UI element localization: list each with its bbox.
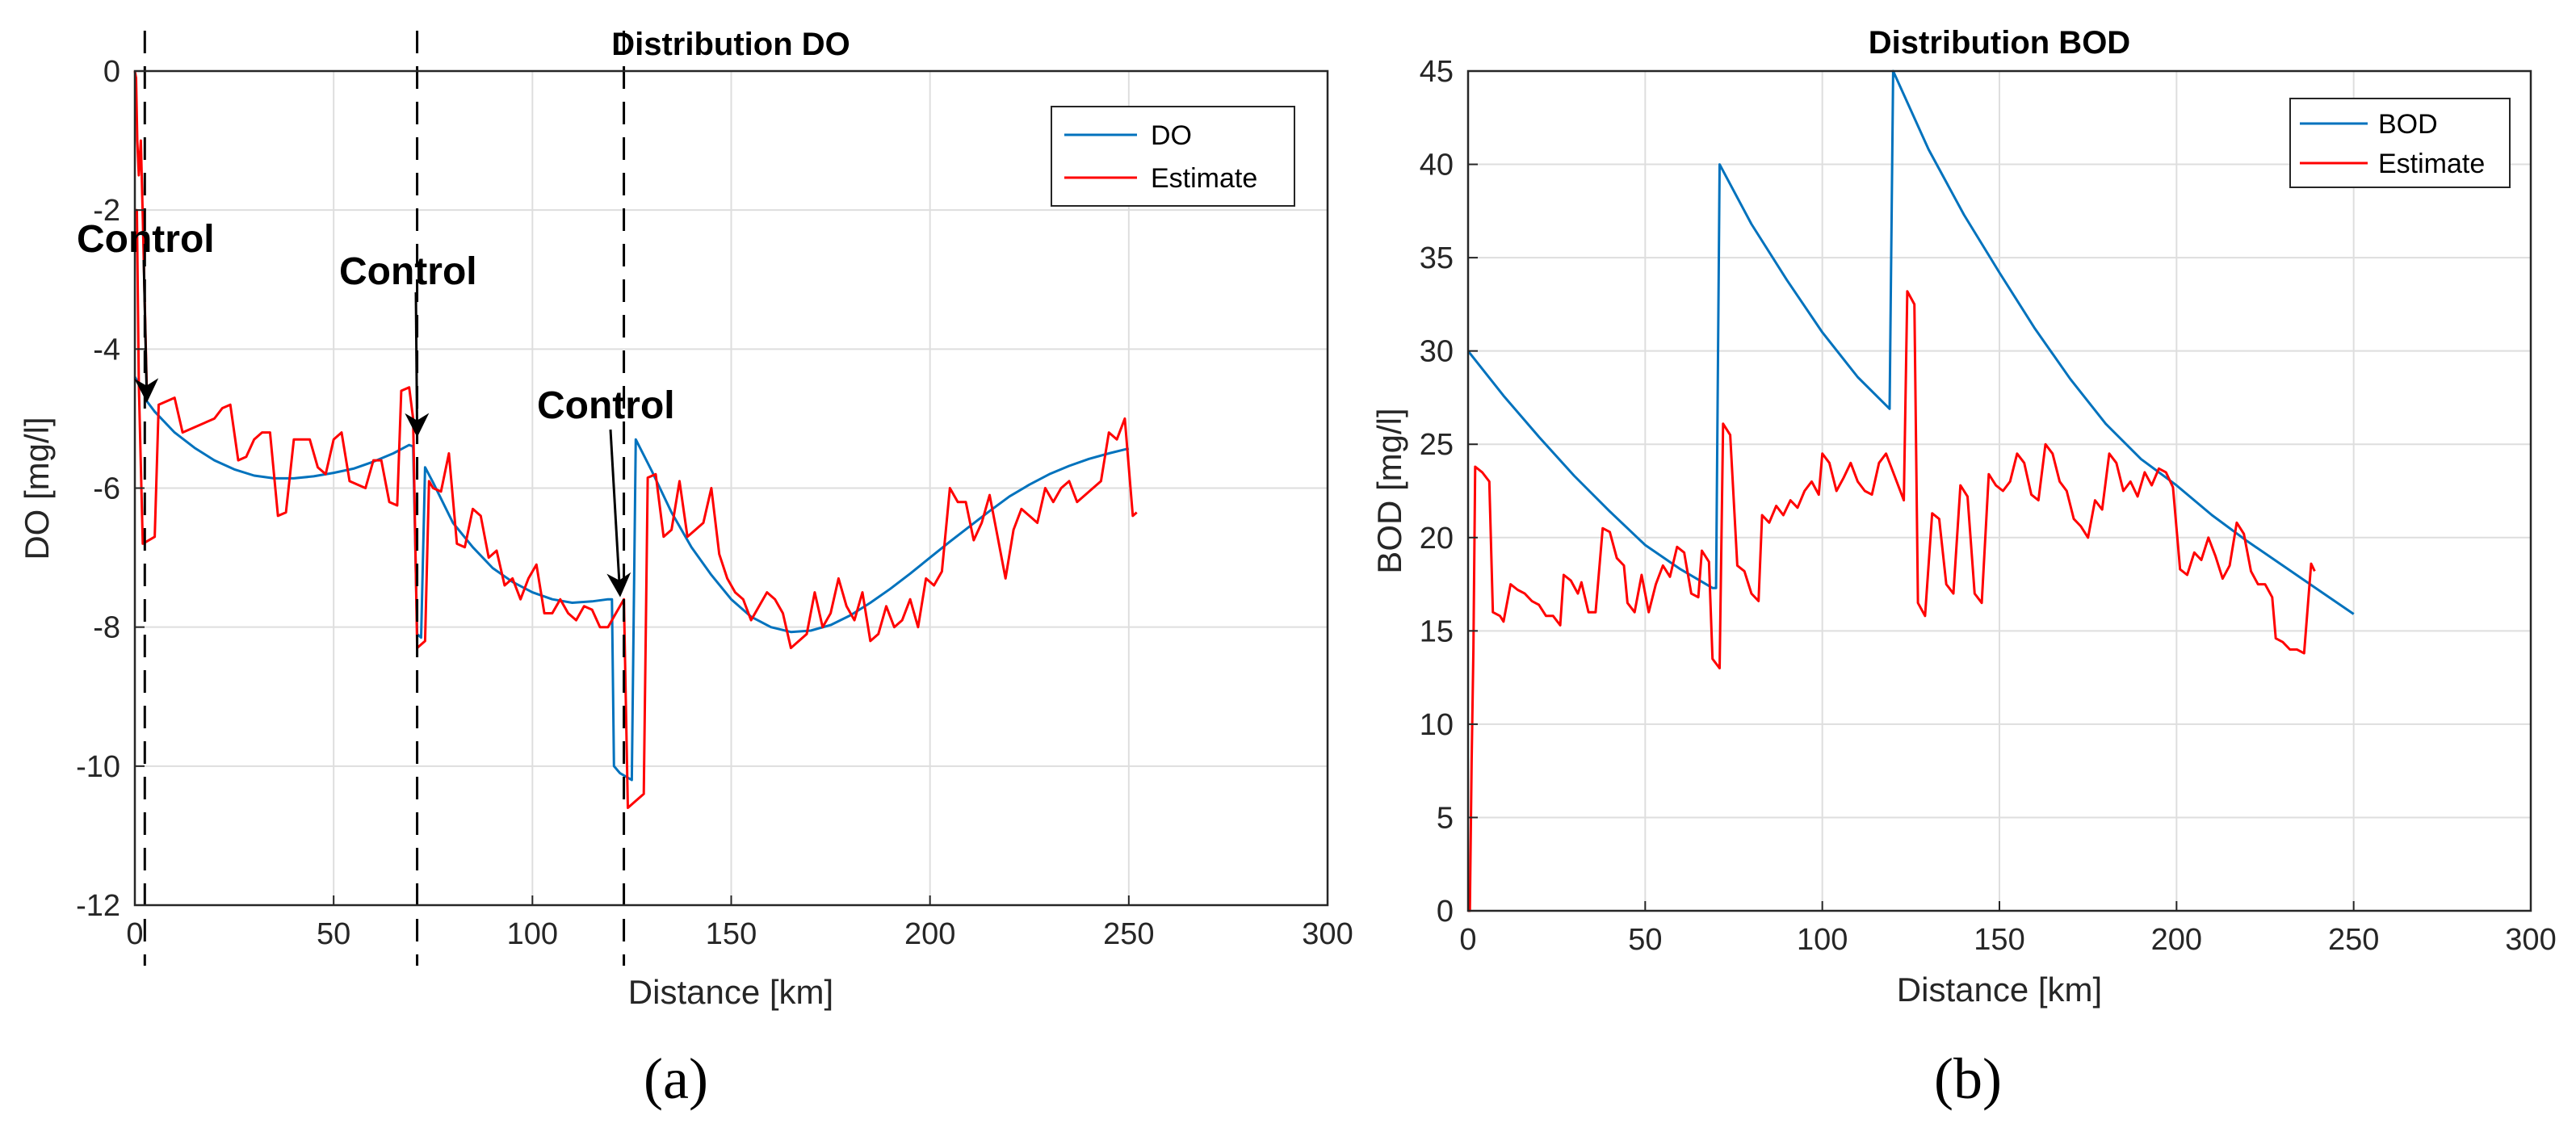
y-tick-label: -8 xyxy=(93,611,120,645)
bod-chart: 0 50 100 150 200 250 300 0 5 10 15 20 25 30 35 40 45 Dis… xyxy=(1370,25,2557,1111)
y-tick-label: 0 xyxy=(103,55,120,89)
x-tick-label: 0 xyxy=(126,917,143,951)
y-tick-label: 10 xyxy=(1420,708,1454,742)
do-chart-title: Distribution DO xyxy=(611,27,850,62)
do-grid xyxy=(135,71,1328,905)
bod-grid xyxy=(1468,71,2531,911)
control-annotation-label: Control xyxy=(537,384,675,427)
bod-x-axis-label: Distance [km] xyxy=(1897,971,2102,1008)
y-tick-label: 40 xyxy=(1420,149,1454,182)
x-tick-label: 150 xyxy=(1974,923,2024,957)
panel-label-b: (b) xyxy=(1934,1046,2002,1111)
x-tick-label: 100 xyxy=(1797,923,1848,957)
bod-legend-label-estimate: Estimate xyxy=(2378,149,2485,179)
bod-legend-box xyxy=(2289,98,2511,188)
do-legend-box xyxy=(1051,106,1295,207)
x-tick-label: 250 xyxy=(2328,923,2379,957)
bod-legend: BOD Estimate xyxy=(2289,98,2511,188)
control-annotation-arrow xyxy=(405,291,430,438)
y-tick-label: 5 xyxy=(1437,801,1454,835)
y-tick-label: -2 xyxy=(93,194,120,228)
x-tick-label: 50 xyxy=(1628,923,1662,957)
x-tick-label: 250 xyxy=(1103,917,1154,951)
x-tick-label: 150 xyxy=(706,917,757,951)
control-annotation-label: Control xyxy=(339,250,477,293)
bod-y-axis-label: BOD [mg/l] xyxy=(1370,408,1408,573)
do-legend: DO Estimate xyxy=(1051,106,1295,207)
bod-series xyxy=(1466,69,2355,912)
bod-chart-title: Distribution BOD xyxy=(1869,25,2130,61)
x-tick-label: 300 xyxy=(1302,917,1353,951)
estimate-series-line xyxy=(1468,290,2316,912)
y-tick-label: -12 xyxy=(76,889,120,923)
estimate-initial-spike-series-line xyxy=(133,70,149,392)
x-tick-label: 100 xyxy=(507,917,558,951)
do-series-line xyxy=(133,376,1130,782)
do-control-lines xyxy=(143,31,626,966)
x-tick-label: 200 xyxy=(2151,923,2202,957)
do-chart: 0 50 100 150 200 250 300 0 -2 -4 -6 -8 -10 -12 Contro… xyxy=(18,27,1353,1111)
y-tick-label: 0 xyxy=(1437,895,1454,929)
x-tick-label: 300 xyxy=(2505,923,2556,957)
x-tick-label: 200 xyxy=(904,917,955,951)
y-tick-label: 20 xyxy=(1420,522,1454,556)
x-tick-label: 50 xyxy=(317,917,350,951)
do-y-axis-label: DO [mg/l] xyxy=(18,417,56,560)
y-tick-label: 30 xyxy=(1420,335,1454,369)
panel-label-a: (a) xyxy=(644,1046,708,1111)
y-tick-label: -4 xyxy=(93,333,120,367)
y-tick-label: 15 xyxy=(1420,614,1454,648)
control-annotation-label: Control xyxy=(77,218,215,261)
y-tick-label: 35 xyxy=(1420,241,1454,275)
bod-legend-label-bod: BOD xyxy=(2378,109,2438,140)
control-annotation-arrow xyxy=(134,259,159,403)
y-tick-label: -10 xyxy=(76,750,120,784)
do-series xyxy=(133,70,1138,809)
y-tick-label: 45 xyxy=(1420,55,1454,89)
estimate-series-line xyxy=(135,208,1138,809)
do-x-axis-label: Distance [km] xyxy=(628,973,833,1011)
bod-series-line xyxy=(1466,69,2355,615)
bod-ticks: 0 50 100 150 200 250 300 0 5 10 15 20 25 30 35 40 45 xyxy=(1420,55,2557,957)
do-ticks: 0 50 100 150 200 250 300 0 -2 -4 -6 -8 -10 -12 xyxy=(76,55,1353,951)
do-annotations: Control Control Control xyxy=(77,218,675,598)
control-annotation-arrow xyxy=(606,429,631,598)
do-legend-label-do: DO xyxy=(1151,120,1192,151)
do-legend-label-estimate: Estimate xyxy=(1151,163,1257,194)
y-tick-label: 25 xyxy=(1420,428,1454,462)
y-tick-label: -6 xyxy=(93,472,120,506)
x-tick-label: 0 xyxy=(1459,923,1476,957)
